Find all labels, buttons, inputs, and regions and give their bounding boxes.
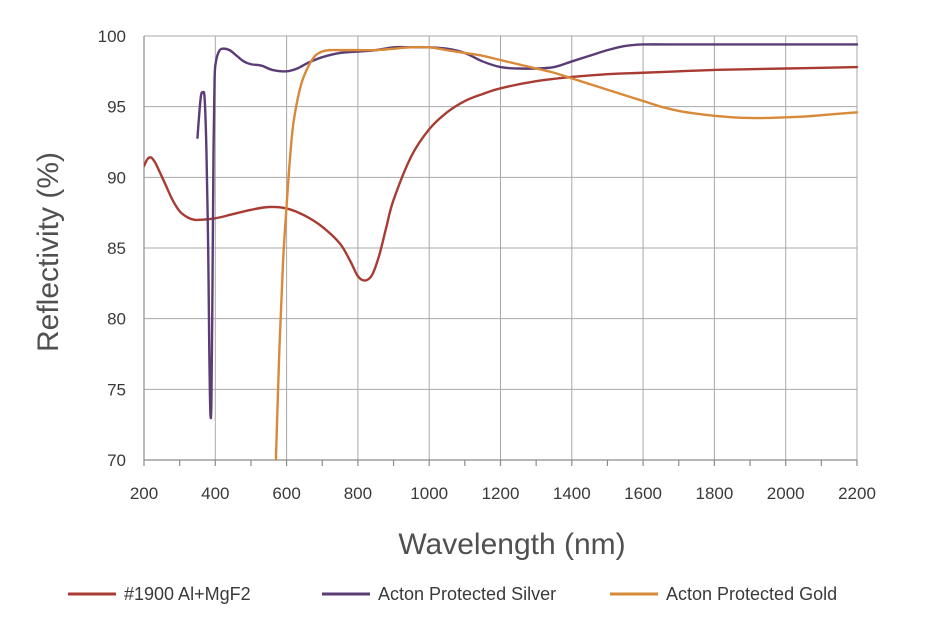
- y-tick-label-75: 75: [107, 380, 126, 399]
- series-protected-silver-line: [196, 43, 859, 420]
- grid-layer: [144, 35, 858, 460]
- axes-layer: [143, 36, 858, 466]
- series-protected-gold-line: [274, 45, 859, 460]
- legend-item-protected-silver: Acton Protected Silver: [322, 584, 556, 604]
- legend-label: Acton Protected Gold: [666, 584, 837, 604]
- x-tick-label-1600: 1600: [624, 484, 662, 503]
- y-tick-label-85: 85: [107, 239, 126, 258]
- series-al-mgf2-line: [144, 65, 859, 282]
- legend: #1900 Al+MgF2 Acton Protected Silver Acton…: [68, 584, 837, 604]
- y-tick-label-70: 70: [107, 451, 126, 470]
- y-tick-label-100: 100: [98, 27, 126, 46]
- legend-label: #1900 Al+MgF2: [124, 584, 251, 604]
- x-tick-label-400: 400: [201, 484, 229, 503]
- x-tick-label-1000: 1000: [410, 484, 448, 503]
- tick-labels: 70 75 80 85 90 95 100 200 400 600 800 1000 1200 1400 1…: [98, 27, 876, 503]
- x-tick-label-2200: 2200: [838, 484, 876, 503]
- y-axis-title: Reflectivity (%): [32, 152, 65, 352]
- legend-label: Acton Protected Silver: [378, 584, 556, 604]
- y-tick-label-95: 95: [107, 98, 126, 117]
- legend-item-protected-gold: Acton Protected Gold: [610, 584, 837, 604]
- x-tick-label-1800: 1800: [695, 484, 733, 503]
- y-tick-label-90: 90: [107, 168, 126, 187]
- x-tick-label-800: 800: [344, 484, 372, 503]
- x-tick-label-1400: 1400: [553, 484, 591, 503]
- x-tick-label-1200: 1200: [482, 484, 520, 503]
- series-layer: [144, 43, 859, 460]
- x-axis-title: Wavelength (nm): [398, 528, 625, 561]
- x-tick-label-200: 200: [130, 484, 158, 503]
- legend-item-al-mgf2: #1900 Al+MgF2: [68, 584, 251, 604]
- x-tick-label-2000: 2000: [767, 484, 805, 503]
- y-tick-label-80: 80: [107, 310, 126, 329]
- x-tick-label-600: 600: [272, 484, 300, 503]
